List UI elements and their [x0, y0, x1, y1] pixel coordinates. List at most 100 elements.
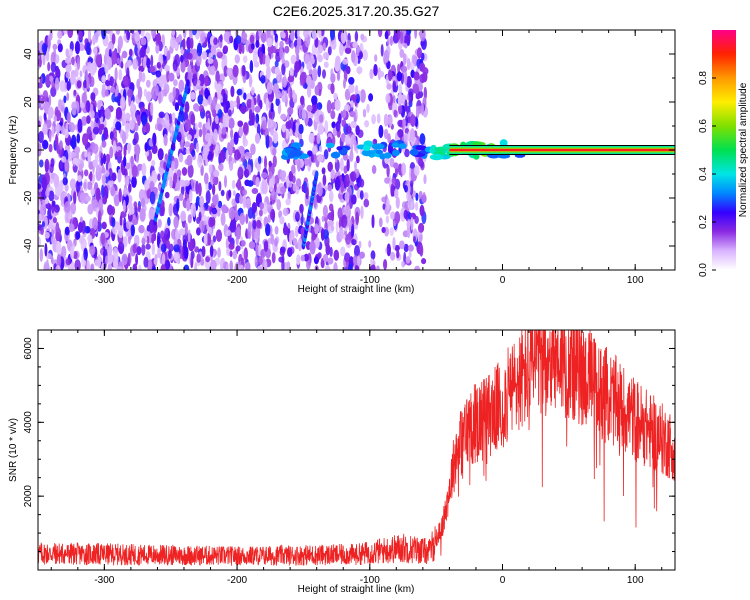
heatmap-speckle — [111, 172, 117, 182]
heatmap-blob — [330, 151, 341, 159]
heatmap-speckle — [271, 252, 276, 264]
heatmap-speckle — [204, 172, 209, 185]
heatmap-speckle — [274, 183, 277, 193]
heatmap-speckle — [144, 143, 148, 152]
heatmap-speckle — [38, 57, 42, 68]
heatmap-speckle — [387, 36, 390, 46]
heatmap-speckle — [85, 42, 91, 55]
heatmap-speckle — [132, 243, 137, 254]
heatmap-speckle — [181, 167, 188, 176]
heatmap-speckle — [47, 38, 51, 49]
heatmap-speckle — [217, 200, 222, 209]
heatmap-speckle — [197, 94, 204, 105]
heatmap-speckle — [229, 144, 233, 157]
heatmap-speckle — [272, 155, 277, 168]
heatmap-speckle — [317, 154, 324, 163]
heatmap-speckle — [229, 160, 234, 171]
heatmap-speckle — [105, 79, 111, 87]
heatmap-speckle — [316, 133, 321, 145]
heatmap-speckle — [79, 192, 86, 203]
x-tick-label: -100 — [360, 275, 380, 286]
heatmap-speckle — [418, 222, 425, 233]
heatmap-speckle — [381, 227, 386, 233]
heatmap-speckle — [323, 52, 329, 60]
heatmap-speckle — [66, 111, 71, 124]
heatmap-speckle — [274, 238, 278, 247]
heatmap-speckle — [86, 142, 91, 149]
heatmap-speckle — [282, 207, 289, 217]
heatmap-speckle — [198, 128, 203, 138]
heatmap-speckle — [411, 54, 417, 64]
heatmap-speckle — [52, 43, 58, 50]
heatmap-speckle — [187, 164, 194, 178]
heatmap-speckle — [390, 251, 396, 261]
heatmap-speckle — [172, 86, 177, 99]
heatmap-speckle — [258, 209, 263, 217]
heatmap-speckle — [238, 195, 244, 205]
heatmap-speckle — [71, 56, 75, 66]
heatmap-speckle — [370, 258, 374, 266]
heatmap-speckle — [249, 60, 254, 73]
heatmap-speckle — [318, 45, 323, 54]
heatmap-speckle — [140, 37, 147, 46]
heatmap-speckle — [287, 191, 291, 201]
heatmap-speckle — [108, 244, 113, 257]
heatmap-speckle — [297, 237, 303, 251]
heatmap-speckle — [130, 100, 135, 113]
heatmap-speckle — [259, 202, 264, 210]
heatmap-speckle — [356, 66, 363, 75]
heatmap-speckle — [123, 187, 128, 197]
signal-band-core — [449, 148, 675, 152]
heatmap-speckle — [419, 62, 426, 72]
heatmap-speckle — [408, 251, 412, 258]
heatmap-speckle — [250, 143, 256, 156]
heatmap-speckle — [187, 214, 192, 224]
heatmap-speckle — [158, 111, 165, 119]
heatmap-speckle — [383, 259, 388, 270]
heatmap-speckle — [186, 154, 193, 167]
heatmap-speckle — [154, 253, 158, 266]
heatmap-speckle — [384, 177, 391, 184]
heatmap-speckle — [134, 144, 141, 156]
heatmap-speckle — [390, 211, 396, 220]
heatmap-speckle — [414, 115, 418, 128]
heatmap-speckle — [42, 221, 45, 228]
heatmap-speckle — [362, 49, 368, 61]
heatmap-speckle — [140, 106, 146, 113]
heatmap-speckle — [414, 165, 420, 177]
heatmap-speckle — [158, 91, 162, 104]
heatmap-speckle — [53, 175, 60, 188]
heatmap-speckle — [341, 214, 348, 228]
heatmap-speckle — [76, 133, 81, 144]
heatmap-speckle — [295, 225, 299, 238]
heatmap-speckle — [387, 133, 391, 144]
heatmap-speckle — [149, 66, 156, 73]
heatmap-speckle — [46, 119, 52, 129]
heatmap-speckle — [64, 183, 69, 192]
heatmap-speckle — [163, 88, 168, 97]
heatmap-speckle — [164, 228, 171, 241]
heatmap-speckle — [169, 176, 173, 189]
heatmap-blob — [499, 139, 508, 147]
heatmap-speckle — [39, 248, 43, 262]
heatmap-speckle — [39, 75, 43, 84]
heatmap-speckle — [88, 30, 91, 43]
heatmap-speckle — [209, 65, 216, 76]
heatmap-speckle — [68, 223, 75, 232]
heatmap-speckle — [380, 44, 384, 57]
heatmap-speckle — [171, 160, 176, 171]
heatmap-speckle — [225, 229, 232, 237]
heatmap-speckle — [74, 41, 81, 55]
heatmap-speckle — [74, 67, 79, 78]
heatmap-speckle — [370, 264, 376, 270]
heatmap-speckle — [184, 101, 190, 113]
heatmap-speckle — [196, 42, 203, 57]
heatmap-blob — [371, 143, 385, 150]
heatmap-blob — [391, 142, 399, 148]
heatmap-speckle — [250, 43, 255, 50]
heatmap-speckle — [306, 75, 312, 86]
heatmap-speckle — [285, 126, 289, 140]
heatmap-speckle — [195, 180, 199, 195]
heatmap-speckle — [330, 30, 335, 41]
colorbar-ticks: 0.0 0.2 0.4 0.6 0.8 — [698, 71, 716, 277]
